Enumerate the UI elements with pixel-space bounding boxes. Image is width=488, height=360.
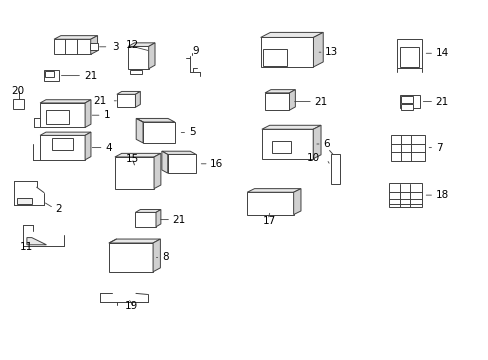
- Text: 9: 9: [192, 46, 199, 56]
- Polygon shape: [142, 122, 175, 143]
- Polygon shape: [153, 239, 160, 272]
- Polygon shape: [148, 43, 155, 69]
- Polygon shape: [85, 100, 91, 127]
- Bar: [400, 47, 418, 67]
- Text: 12: 12: [126, 40, 139, 50]
- Polygon shape: [109, 239, 160, 243]
- Text: 10: 10: [306, 153, 320, 163]
- Polygon shape: [40, 132, 91, 135]
- Polygon shape: [156, 210, 161, 227]
- Polygon shape: [115, 153, 161, 157]
- Text: 15: 15: [126, 154, 139, 165]
- Polygon shape: [262, 129, 312, 159]
- Text: 3: 3: [112, 42, 119, 52]
- Polygon shape: [54, 39, 91, 54]
- Bar: [400, 96, 413, 103]
- Polygon shape: [40, 103, 85, 127]
- Polygon shape: [40, 100, 91, 103]
- Polygon shape: [289, 90, 295, 110]
- Bar: [330, 154, 339, 184]
- Polygon shape: [54, 36, 98, 39]
- Text: 18: 18: [435, 190, 448, 200]
- Bar: [129, 70, 142, 74]
- Bar: [388, 183, 422, 207]
- Polygon shape: [262, 125, 320, 129]
- Polygon shape: [91, 36, 98, 54]
- Bar: [396, 39, 422, 68]
- Bar: [390, 135, 425, 161]
- Text: 17: 17: [263, 216, 276, 226]
- Polygon shape: [247, 189, 301, 192]
- Polygon shape: [293, 189, 301, 215]
- Text: 19: 19: [124, 301, 138, 311]
- Polygon shape: [135, 91, 140, 107]
- Polygon shape: [85, 132, 91, 160]
- Text: 8: 8: [162, 252, 168, 262]
- Bar: [46, 110, 69, 124]
- Polygon shape: [162, 151, 196, 154]
- Text: 1: 1: [103, 110, 110, 120]
- Polygon shape: [264, 93, 289, 110]
- Bar: [90, 43, 98, 50]
- Text: 21: 21: [435, 96, 448, 107]
- Text: 14: 14: [435, 48, 448, 58]
- Text: 2: 2: [55, 204, 61, 214]
- Polygon shape: [40, 135, 85, 160]
- Polygon shape: [260, 32, 323, 37]
- Text: 11: 11: [20, 242, 33, 252]
- Polygon shape: [128, 46, 148, 69]
- Polygon shape: [136, 118, 142, 143]
- Polygon shape: [117, 94, 135, 107]
- Polygon shape: [135, 210, 161, 212]
- Polygon shape: [162, 151, 167, 173]
- Text: 5: 5: [188, 127, 195, 138]
- Polygon shape: [115, 157, 154, 189]
- Polygon shape: [135, 212, 156, 227]
- Text: 13: 13: [325, 47, 338, 57]
- Polygon shape: [136, 118, 175, 122]
- Text: 20: 20: [11, 86, 24, 96]
- Polygon shape: [167, 154, 196, 173]
- Bar: [272, 141, 290, 153]
- Text: 21: 21: [93, 96, 106, 106]
- Bar: [44, 70, 59, 81]
- Polygon shape: [154, 153, 161, 189]
- Polygon shape: [247, 192, 293, 215]
- Bar: [17, 198, 32, 204]
- Polygon shape: [313, 32, 323, 67]
- Polygon shape: [264, 90, 295, 93]
- Text: 7: 7: [435, 143, 442, 153]
- Text: 16: 16: [210, 159, 223, 169]
- Polygon shape: [260, 37, 313, 67]
- Polygon shape: [128, 43, 155, 46]
- Bar: [13, 99, 24, 109]
- Polygon shape: [312, 125, 320, 159]
- Text: 21: 21: [172, 215, 185, 225]
- Bar: [399, 95, 419, 108]
- Polygon shape: [27, 238, 46, 245]
- Bar: [400, 104, 413, 110]
- Bar: [45, 71, 54, 77]
- Text: 21: 21: [84, 71, 97, 81]
- Text: 4: 4: [105, 143, 112, 153]
- Text: 6: 6: [323, 139, 329, 149]
- Polygon shape: [117, 91, 140, 94]
- Polygon shape: [109, 243, 153, 272]
- Bar: [52, 138, 73, 150]
- Text: 21: 21: [314, 96, 327, 107]
- Bar: [262, 49, 286, 66]
